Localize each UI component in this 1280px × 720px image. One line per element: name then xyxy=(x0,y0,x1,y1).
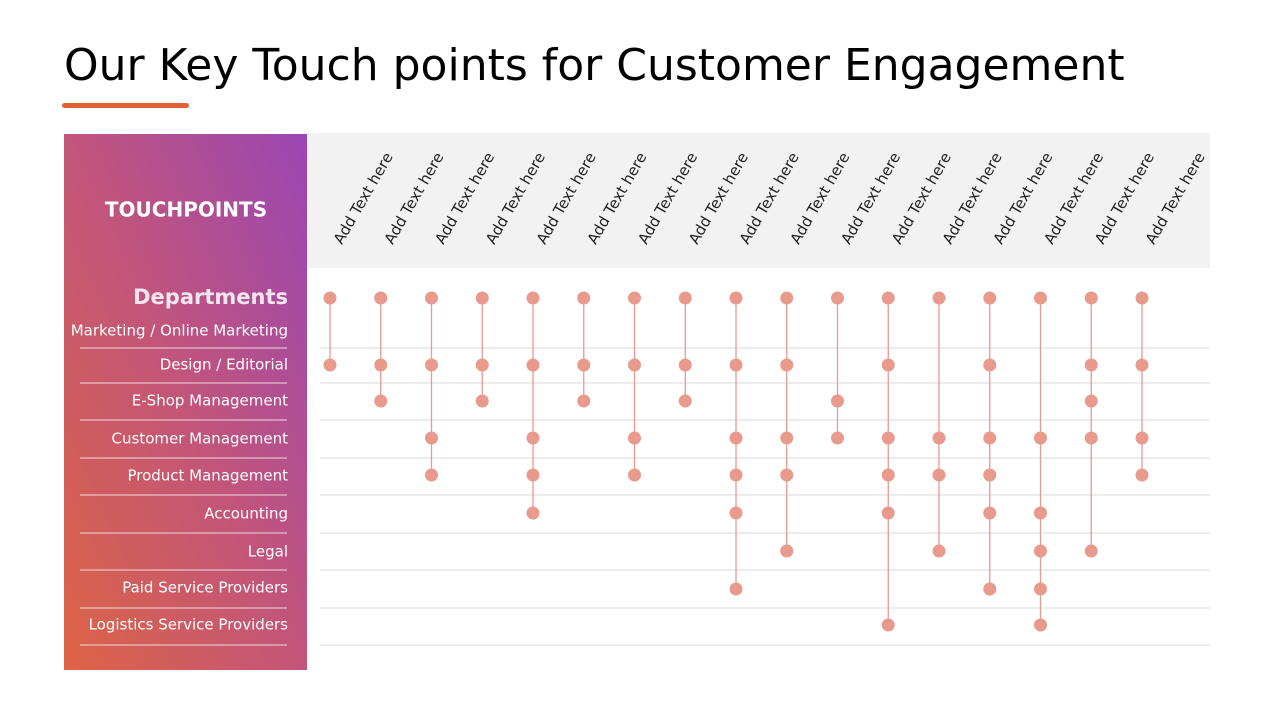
touchpoint-dot xyxy=(881,358,895,372)
touchpoint-dot xyxy=(1084,394,1098,408)
touchpoint-dot xyxy=(932,544,946,558)
touchpoint-dot xyxy=(881,618,895,632)
touchpoint-dot xyxy=(780,358,794,372)
touchpoint-dot xyxy=(628,431,641,445)
touchpoint-dot xyxy=(881,468,895,482)
touchpoint-dot xyxy=(780,544,794,558)
touchpoint-dot xyxy=(678,394,692,408)
touchpoint-dot xyxy=(475,394,489,408)
touchpoint-dot xyxy=(983,291,997,305)
touchpoint-dot xyxy=(425,291,438,305)
touchpoint-dot xyxy=(1135,358,1149,372)
touchpoint-dot xyxy=(1084,358,1098,372)
touchpoint-dot xyxy=(1135,431,1149,445)
title: Our Key Touch points for Customer Engage… xyxy=(64,40,1125,91)
touchpoint-dot xyxy=(425,468,438,482)
touchpoint-dot xyxy=(374,291,388,305)
touchpoint-dot xyxy=(425,358,438,372)
touchpoint-dot xyxy=(1084,544,1098,558)
touchpoint-dot xyxy=(780,291,794,305)
touchpoint-dot xyxy=(1034,582,1047,596)
touchpoint-dot xyxy=(983,431,997,445)
touchpoint-dot xyxy=(881,506,895,520)
department-label: Design / Editorial xyxy=(160,356,288,374)
touchpoint-dot xyxy=(526,291,540,305)
touchpoint-dot xyxy=(526,468,540,482)
header-band xyxy=(307,133,1210,268)
department-label: E-Shop Management xyxy=(132,392,288,410)
touchpoint-dot xyxy=(729,431,743,445)
touchpoint-dot xyxy=(983,358,997,372)
panel-header: TOUCHPOINTS xyxy=(105,198,267,222)
touchpoint-dot xyxy=(831,291,844,305)
touchpoint-dot xyxy=(780,431,794,445)
touchpoint-dot xyxy=(628,468,641,482)
touchpoint-dot xyxy=(932,468,946,482)
touchpoint-dot xyxy=(983,506,997,520)
department-label: Customer Management xyxy=(112,430,289,448)
touchpoint-dot xyxy=(374,358,388,372)
touchpoint-dot xyxy=(932,431,946,445)
touchpoint-dot xyxy=(1034,618,1047,632)
touchpoint-dot xyxy=(1034,506,1047,520)
left-panel xyxy=(64,134,307,670)
touchpoint-dot xyxy=(729,358,743,372)
touchpoint-dot xyxy=(729,506,743,520)
touchpoint-dot xyxy=(1034,544,1047,558)
touchpoint-dot xyxy=(1084,431,1098,445)
touchpoint-dot xyxy=(577,358,591,372)
touchpoint-dot xyxy=(475,358,489,372)
touchpoint-dot xyxy=(729,468,743,482)
touchpoint-dot xyxy=(1034,291,1047,305)
touchpoint-dot xyxy=(983,582,997,596)
touchpoint-dot xyxy=(323,358,337,372)
touchpoint-dot xyxy=(1135,291,1149,305)
department-label: Marketing / Online Marketing xyxy=(71,322,288,340)
touchpoint-dot xyxy=(831,394,844,408)
touchpoint-dot xyxy=(526,506,540,520)
touchpoint-dot xyxy=(628,358,641,372)
department-label: Paid Service Providers xyxy=(122,579,288,597)
touchpoint-dot xyxy=(678,358,692,372)
department-label: Legal xyxy=(248,543,288,561)
touchpoint-dot xyxy=(678,291,692,305)
touchpoint-dot xyxy=(780,468,794,482)
department-label: Accounting xyxy=(204,505,288,523)
touchpoint-dot xyxy=(526,358,540,372)
touchpoint-dot xyxy=(729,291,743,305)
touchpoint-dot xyxy=(577,291,591,305)
touchpoint-dot xyxy=(932,291,946,305)
touchpoint-dot xyxy=(881,291,895,305)
touchpoint-dot xyxy=(577,394,591,408)
touchpoint-dot xyxy=(628,291,641,305)
touchpoint-dot xyxy=(831,431,844,445)
title-underline xyxy=(62,103,189,108)
touchpoint-dot xyxy=(1034,431,1047,445)
touchpoint-dot xyxy=(425,431,438,445)
touchpoint-dot xyxy=(729,582,743,596)
touchpoint-dot xyxy=(1084,291,1098,305)
touchpoint-dot xyxy=(526,431,540,445)
department-label: Logistics Service Providers xyxy=(89,616,289,634)
touchpoint-dot xyxy=(881,431,895,445)
panel-subheader: Departments xyxy=(133,285,288,309)
touchpoint-dot xyxy=(323,291,337,305)
touchpoint-dot xyxy=(983,468,997,482)
department-label: Product Management xyxy=(127,467,288,485)
touchpoint-dot xyxy=(1135,468,1149,482)
touchpoint-dot xyxy=(475,291,489,305)
touchpoint-dot xyxy=(374,394,388,408)
